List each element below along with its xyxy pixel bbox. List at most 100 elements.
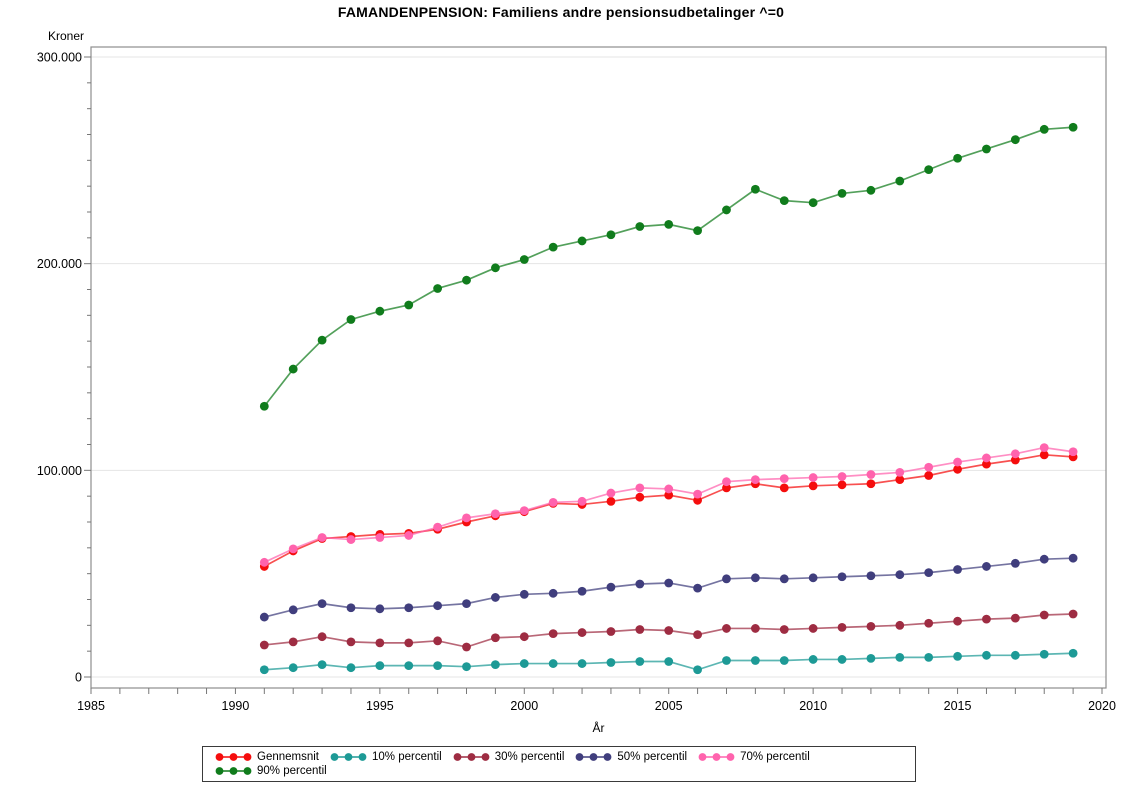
series-point-30-percentil [693, 630, 702, 640]
series-point-90-percentil [866, 185, 876, 195]
legend-label: 10% percentil [372, 751, 442, 763]
series-line-90-percentil [263, 126, 1074, 407]
series-point-Gennemsnit [837, 480, 847, 490]
series-point-50-percentil [346, 603, 356, 613]
series-point-70-percentil [346, 535, 356, 544]
series-point-30-percentil [924, 618, 934, 628]
x-tick-label: 1985 [77, 699, 105, 713]
series-point-70-percentil [548, 497, 558, 507]
series-point-90-percentil [924, 165, 934, 175]
series-point-50-percentil [491, 593, 500, 602]
x-tick-label: 2000 [510, 699, 538, 713]
series-point-30-percentil [953, 616, 962, 626]
series-point-50-percentil [1010, 558, 1020, 568]
series-point-90-percentil [519, 255, 529, 264]
series-point-30-percentil [375, 638, 385, 648]
series-point-90-percentil [750, 184, 760, 194]
series-point-50-percentil [375, 604, 385, 614]
series-point-90-percentil [664, 220, 674, 229]
series-point-30-percentil [722, 624, 731, 633]
series-point-90-percentil [722, 205, 731, 215]
series-point-70-percentil [519, 506, 529, 516]
series-point-50-percentil [433, 601, 443, 611]
legend-row: Gennemsnit 10% percentil 30% percentil 50% … [215, 751, 915, 763]
series-point-70-percentil [606, 488, 616, 498]
series-line-70-percentil [263, 446, 1074, 564]
series-point-50-percentil [953, 565, 962, 574]
series-point-10-percentil [808, 655, 818, 664]
series-point-70-percentil [375, 533, 385, 542]
series-point-50-percentil [664, 578, 674, 588]
series-point-30-percentil [491, 633, 500, 643]
series-point-30-percentil [1039, 610, 1049, 620]
series-point-10-percentil [953, 651, 962, 661]
series-point-10-percentil [317, 660, 327, 669]
series-line-Gennemsnit [263, 453, 1074, 568]
legend-marker-icon [575, 753, 612, 761]
series-point-90-percentil [259, 401, 269, 411]
series-point-10-percentil [577, 659, 587, 668]
series-point-50-percentil [924, 568, 934, 578]
series-point-10-percentil [548, 659, 558, 668]
series-point-30-percentil [346, 637, 356, 647]
series-point-70-percentil [953, 457, 962, 467]
series-point-30-percentil [519, 632, 529, 642]
series-point-10-percentil [866, 654, 876, 663]
series-point-70-percentil [866, 470, 876, 479]
series-point-30-percentil [750, 624, 760, 633]
series-point-30-percentil [895, 620, 905, 630]
series-point-50-percentil [404, 603, 414, 613]
series-point-70-percentil [722, 477, 731, 487]
series-point-70-percentil [288, 544, 298, 554]
series-point-90-percentil [953, 153, 962, 163]
series-point-Gennemsnit [693, 495, 702, 505]
series-point-70-percentil [924, 462, 934, 472]
series-point-70-percentil [779, 474, 789, 483]
series-point-90-percentil [693, 226, 702, 236]
series-point-70-percentil [808, 473, 818, 482]
series-point-50-percentil [693, 583, 702, 593]
series-point-Gennemsnit [1039, 450, 1049, 460]
series-point-50-percentil [635, 579, 645, 589]
series-point-50-percentil [288, 605, 298, 615]
series-point-50-percentil [1068, 553, 1078, 563]
series-point-10-percentil [1010, 650, 1020, 660]
legend-marker-icon [330, 753, 367, 761]
series-point-30-percentil [288, 637, 298, 647]
series-point-Gennemsnit [722, 483, 731, 493]
series-point-30-percentil [433, 636, 443, 646]
series-point-70-percentil [1010, 449, 1020, 459]
series-point-10-percentil [837, 655, 847, 664]
series-point-90-percentil [375, 306, 385, 316]
y-tick-label: 100.000 [37, 464, 82, 478]
y-tick-label: 300.000 [37, 51, 82, 65]
series-point-70-percentil [982, 453, 991, 463]
x-tick-label: 2010 [799, 699, 827, 713]
series-point-10-percentil [606, 658, 616, 667]
series-point-90-percentil [635, 222, 645, 231]
series-point-30-percentil [1010, 613, 1020, 623]
series-point-90-percentil [548, 242, 558, 252]
series-point-90-percentil [462, 275, 471, 285]
legend-item: 70% percentil [698, 751, 810, 763]
series-point-70-percentil [491, 509, 500, 519]
legend-marker-icon [215, 767, 252, 775]
series-point-50-percentil [982, 562, 991, 571]
series-point-30-percentil [808, 624, 818, 633]
series-point-50-percentil [259, 612, 269, 622]
series-point-90-percentil [779, 196, 789, 206]
series-point-10-percentil [259, 665, 269, 675]
legend-row: 90% percentil [215, 765, 915, 777]
legend: Gennemsnit 10% percentil 30% percentil 50% … [202, 746, 916, 782]
series-point-90-percentil [1010, 135, 1020, 145]
series-point-10-percentil [346, 663, 356, 673]
series-point-Gennemsnit [895, 475, 905, 485]
legend-label: Gennemsnit [257, 751, 320, 763]
series-point-70-percentil [693, 489, 702, 499]
series-point-90-percentil [577, 236, 587, 246]
legend-item: 90% percentil [215, 765, 327, 777]
series-point-50-percentil [548, 588, 558, 598]
series-point-50-percentil [606, 582, 616, 592]
series-point-10-percentil [924, 652, 934, 662]
x-axis-title: År [592, 721, 605, 735]
